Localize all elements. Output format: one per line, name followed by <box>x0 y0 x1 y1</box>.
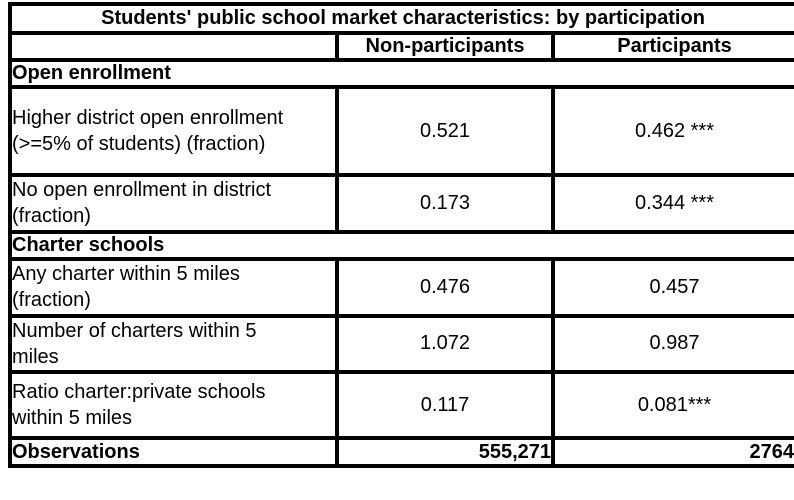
column-header-participants: Participants <box>550 31 794 62</box>
value-non-participants: 0.173 <box>335 173 555 234</box>
value-participants: 0.344 *** <box>550 173 794 234</box>
row-label-higher-district-open-enrollment: Higher district open enrollment (>=5% of… <box>8 85 339 177</box>
table-row: Number of charters within 5 miles 1.072 … <box>8 313 794 375</box>
table-row: Higher district open enrollment (>=5% of… <box>8 85 794 177</box>
observations-non-participants: 555,271 <box>335 436 555 469</box>
row-label-ratio-charter-private: Ratio charter:private schools within 5 m… <box>8 370 339 441</box>
section-header-charter-schools: Charter schools <box>7 229 794 261</box>
observations-participants: 2764 <box>550 436 794 469</box>
section-row-open-enrollment: Open enrollment <box>7 58 794 89</box>
column-header-non-participants: Non-participants <box>335 31 555 62</box>
value-participants: 0.457 <box>550 256 794 318</box>
table-title: Students' public school market character… <box>7 2 794 35</box>
row-label-number-of-charters: Number of charters within 5 miles <box>8 313 339 375</box>
value-non-participants: 1.072 <box>335 313 555 375</box>
table-row: Ratio charter:private schools within 5 m… <box>8 370 794 441</box>
column-header-blank <box>8 31 339 62</box>
row-label-no-open-enrollment: No open enrollment in district (fraction… <box>8 173 339 234</box>
market-characteristics-table: Students' public school market character… <box>7 2 794 469</box>
value-non-participants: 0.476 <box>335 256 555 318</box>
value-participants: 0.987 <box>550 313 794 375</box>
observations-label: Observations <box>8 436 339 469</box>
column-header-row: Non-participants Participants <box>8 31 794 62</box>
title-row: Students' public school market character… <box>7 2 794 35</box>
value-non-participants: 0.521 <box>335 85 555 177</box>
value-participants: 0.081*** <box>550 370 794 441</box>
section-row-charter-schools: Charter schools <box>7 229 794 261</box>
table-row: No open enrollment in district (fraction… <box>8 173 794 234</box>
value-participants: 0.462 *** <box>550 85 794 177</box>
row-label-any-charter-within-5-miles: Any charter within 5 miles (fraction) <box>8 256 339 318</box>
table-row: Any charter within 5 miles (fraction) 0.… <box>8 256 794 318</box>
observations-row: Observations 555,271 2764 <box>8 436 794 469</box>
value-non-participants: 0.117 <box>335 370 555 441</box>
section-header-open-enrollment: Open enrollment <box>7 58 794 89</box>
